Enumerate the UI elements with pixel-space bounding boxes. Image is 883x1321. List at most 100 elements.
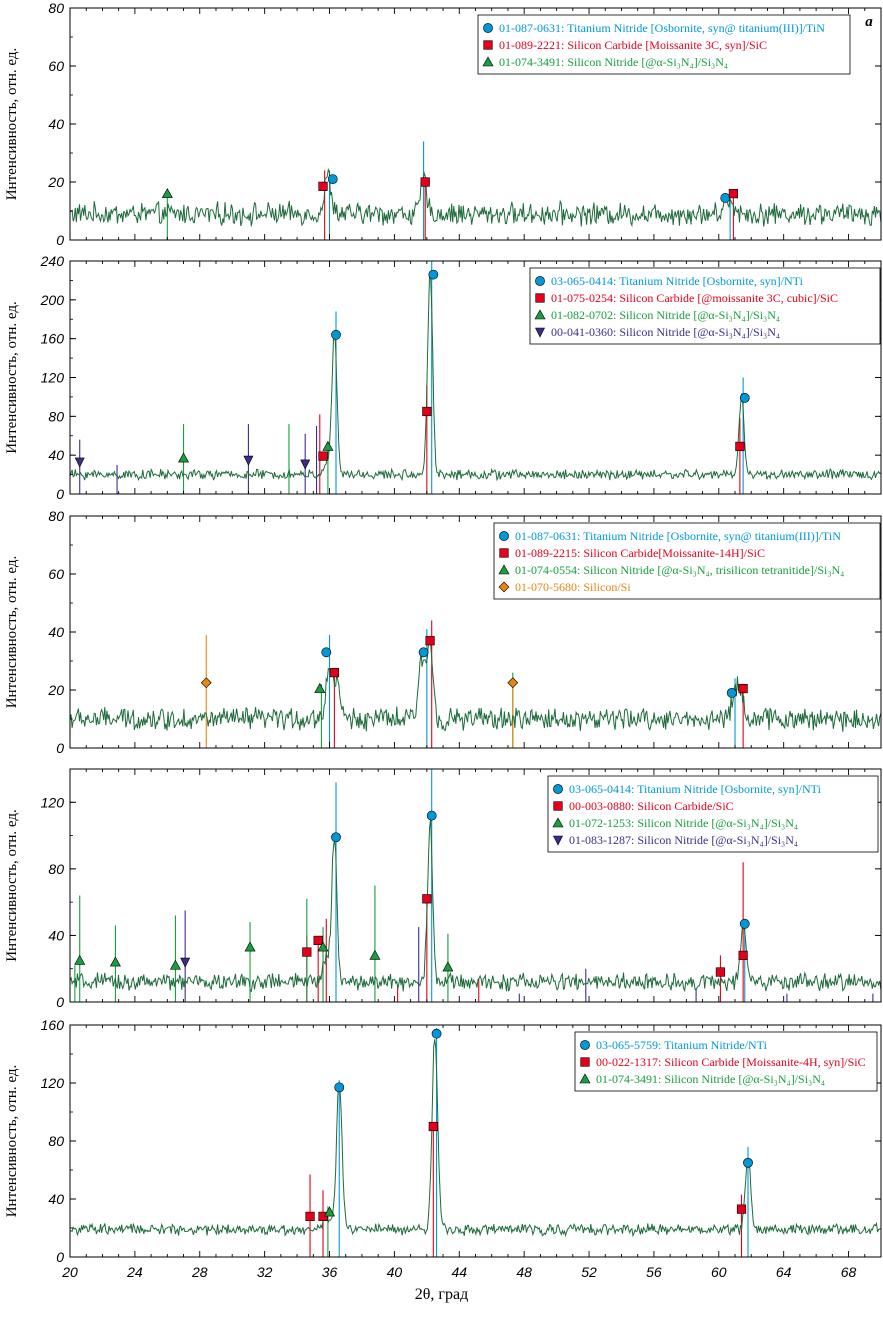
peak-marker-si3n4 <box>442 961 454 972</box>
peak-marker-si3n4 <box>324 1206 336 1217</box>
legend-box <box>547 775 879 853</box>
legend-entry: 01-074-3491: Silicon Nitride [@α-Si₃N₄]/… <box>596 1072 825 1086</box>
y-axis-title: Интенсивность, отн. ед. <box>4 48 20 201</box>
legend-marker-si3n4 <box>482 56 494 67</box>
legend-entry: 03-065-0414: Titanium Nitride [Osbornite… <box>569 782 822 796</box>
legend-marker-tin <box>499 531 509 541</box>
peak-marker-sic <box>329 667 339 678</box>
peak-marker-si3n4 <box>74 954 86 965</box>
legend-marker-si3n4 <box>534 309 546 320</box>
peak-marker-si3n4 <box>161 187 173 198</box>
legend-marker-tin <box>535 276 545 286</box>
diffraction-pattern-line <box>69 642 882 732</box>
y-tick-label: 60 <box>48 58 64 74</box>
y-tick-label: 40 <box>48 116 64 132</box>
x-tick-label: 36 <box>322 1264 338 1280</box>
peak-marker-tin <box>720 193 731 203</box>
x-tick-label: 56 <box>646 1264 662 1280</box>
peak-marker-tin <box>327 174 338 184</box>
legend-marker-sic <box>483 40 493 50</box>
y-tick-label: 120 <box>41 1075 65 1091</box>
diffraction-pattern-line <box>69 167 882 228</box>
legend-entry: 01-082-0702: Silicon Nitride [@α-Si₃N₄]/… <box>551 308 780 322</box>
peak-marker-sic <box>738 683 748 694</box>
peak-marker-sic <box>428 1121 438 1132</box>
legend-marker-tin <box>580 1040 590 1050</box>
legend-box <box>529 267 881 345</box>
peak-marker-si3n4 <box>169 959 181 970</box>
peak-marker-si3n4 <box>109 956 121 967</box>
xrd-panel-2: 0 40 80 120 160 200 240 Интенсивность, отн. ед.… <box>4 253 882 502</box>
legend-entry: 03-065-5759: Titanium Nitride/NTi <box>596 1038 768 1052</box>
peak-marker-sic <box>735 441 745 452</box>
peak-marker-tin <box>431 1028 442 1039</box>
peak-marker-tin <box>743 1157 753 1168</box>
peak-marker-sic <box>302 947 312 957</box>
legend-marker-si3n4 <box>552 817 564 828</box>
y-tick-label: 40 <box>48 1191 64 1207</box>
legend-entry: 01-087-0631: Titanium Nitride [Osbornite… <box>499 21 825 35</box>
xrd-panel-1: 0 20 40 60 80 Интенсивность, отн. ед. а 01-087-… <box>4 0 882 248</box>
peak-marker-si3n4 <box>322 440 334 451</box>
peak-marker-tin <box>428 269 439 280</box>
legend-entry: 00-022-1317: Silicon Carbide [Moissanite… <box>596 1055 866 1069</box>
peak-marker-sic <box>422 894 432 904</box>
y-tick-label: 20 <box>47 174 64 190</box>
y-tick-label: 0 <box>56 740 64 756</box>
peak-marker-tin <box>426 810 437 821</box>
y-tick-label: 0 <box>56 486 64 502</box>
peak-marker-si3n4 <box>317 941 329 952</box>
legend-marker-sic <box>499 548 509 558</box>
peak-marker-tin <box>331 329 341 340</box>
peak-marker-sic <box>422 406 432 417</box>
peak-marker-tin <box>331 832 341 843</box>
legend-marker-si <box>498 581 510 593</box>
y-axis-title: Интенсивность, отн. ед. <box>4 1065 20 1218</box>
legend: 03-065-0414: Titanium Nitride [Osbornite… <box>529 267 881 345</box>
legend-entry: 01-083-1287: Silicon Nitride [@α-Si₃N₄]/… <box>569 833 798 847</box>
legend-entry: 01-070-5680: Silicon/Si <box>515 580 631 594</box>
diffraction-pattern-line <box>69 274 881 482</box>
y-tick-label: 0 <box>56 994 64 1010</box>
peak-marker-si3n4 <box>369 949 381 960</box>
x-tick-label: 32 <box>257 1264 273 1280</box>
legend-marker-sic <box>580 1057 590 1067</box>
y-tick-label: 40 <box>48 927 64 943</box>
y-axis-title: Интенсивность, отн. ед. <box>4 556 20 709</box>
peak-marker-si3n4 <box>178 452 190 463</box>
legend-entry: 01-074-0554: Silicon Nitride [@α-Si₃N₄, … <box>515 563 844 577</box>
y-tick-label: 240 <box>40 253 65 269</box>
peak-marker-si3n4b <box>243 455 254 466</box>
peak-marker-si3n4 <box>314 682 326 693</box>
legend-marker-si3n4 <box>498 564 510 575</box>
y-axis-title: Интенсивность, отн. ед. <box>4 301 20 454</box>
peak-marker-si <box>200 677 212 689</box>
diffraction-pattern-line <box>69 1039 882 1238</box>
legend-entry: 00-041-0360: Silicon Nitride [@α-Si₃N₄]/… <box>551 325 780 339</box>
peak-marker-sic <box>318 451 328 461</box>
peak-marker-sic <box>736 1204 747 1214</box>
y-axis-title: Интенсивность, отн. ед. <box>4 809 20 962</box>
panel-label: а <box>865 14 873 30</box>
legend-entry: 01-075-0254: Silicon Carbide [@moissanit… <box>551 291 838 305</box>
peak-marker-si <box>507 677 519 689</box>
y-tick-label: 40 <box>48 624 64 640</box>
x-tick-label: 48 <box>516 1264 532 1280</box>
legend-entry: 01-089-2221: Silicon Carbide [Moissanite… <box>499 38 767 52</box>
x-tick-label: 44 <box>451 1264 467 1280</box>
peak-marker-tin <box>739 392 750 403</box>
y-tick-label: 200 <box>40 292 65 308</box>
peak-marker-sic <box>420 177 430 187</box>
peak-marker-sic <box>313 935 323 946</box>
x-tick-label: 52 <box>581 1264 597 1280</box>
peak-marker-sic <box>318 1211 328 1221</box>
legend-marker-si3n4b <box>553 835 563 846</box>
legend: 03-065-0414: Titanium Nitride [Osbornite… <box>547 775 879 853</box>
peak-marker-si3n4b <box>300 459 311 470</box>
legend-entry: 01-089-2215: Silicon Carbide[Moissanite-… <box>515 546 765 560</box>
peak-marker-tin <box>321 647 332 658</box>
xrd-panel-5: 0 40 80 120 160 20 24 28 32 36 40 44 48 52 56 60 64 68 Инт… <box>4 1017 882 1280</box>
legend-marker-tin <box>483 23 493 33</box>
